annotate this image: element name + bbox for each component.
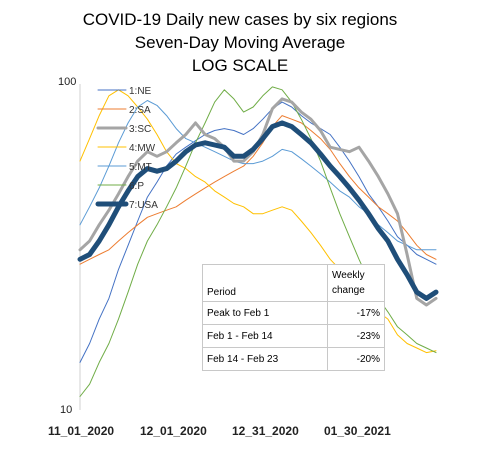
legend-label: 3:SC: [129, 124, 151, 135]
table-cell-change: -23%: [327, 324, 385, 348]
legend-label: 6:P: [129, 181, 144, 192]
table-header-row: Period Weekly change: [202, 264, 385, 302]
table-header-change-line2: change: [332, 285, 365, 296]
table-cell-change: -17%: [327, 301, 385, 325]
table-header-period: Period: [202, 264, 328, 302]
series-line-7-usa: [77, 120, 439, 301]
y-tick-label: 100: [58, 76, 77, 88]
legend-label: 5:MT: [129, 162, 152, 173]
table-row: Peak to Feb 1 -17%: [202, 301, 385, 325]
chart-title: COVID-19 Daily new cases by six regions: [82, 10, 398, 29]
table-cell-change: -20%: [327, 347, 385, 371]
series-line-5-mt: [79, 100, 437, 251]
chart-subtitle: Seven-Day Moving Average: [134, 33, 346, 52]
table-cell-period: Feb 1 - Feb 14: [202, 324, 328, 348]
table-header-change-line1: Weekly: [332, 270, 365, 281]
table-cell-period: Peak to Feb 1: [202, 301, 328, 325]
x-tick-label: 11_01_2020: [48, 424, 115, 438]
series-line-2-sa: [79, 115, 437, 265]
legend-label: 2:SA: [129, 105, 151, 116]
legend-label: 4:MW: [129, 143, 156, 154]
x-tick-label: 01_30_2021: [324, 424, 391, 438]
y-tick-label: 10: [60, 404, 73, 416]
x-tick-label: 12_31_2020: [232, 424, 299, 438]
weekly-change-table: Period Weekly change Peak to Feb 1 -17% …: [202, 264, 385, 371]
table-row: Feb 1 - Feb 14 -23%: [202, 324, 385, 348]
table-header-change: Weekly change: [327, 264, 385, 302]
scale-note: LOG SCALE: [191, 56, 289, 75]
table-cell-period: Feb 14 - Feb 23: [202, 347, 328, 371]
x-tick-label: 12_01_2020: [140, 424, 207, 438]
legend-label: 1:NE: [129, 86, 152, 97]
legend-label: 7:USA: [129, 200, 158, 211]
table-row: Feb 14 - Feb 23 -20%: [202, 347, 385, 371]
